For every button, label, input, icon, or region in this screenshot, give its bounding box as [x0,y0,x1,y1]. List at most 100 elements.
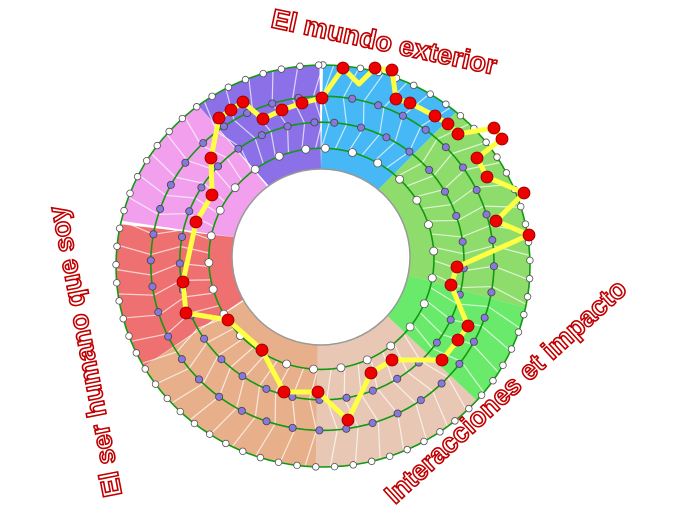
red-node [179,306,193,320]
inner-white-node [206,231,216,241]
purple-node [257,131,266,140]
red-node [341,413,355,427]
red-node [364,366,378,380]
purple-node [262,417,271,426]
outer-node [153,141,161,150]
mesh-line [166,133,234,192]
red-node [255,343,269,357]
red-node [205,188,219,202]
outer-node [222,439,230,448]
purple-node [330,118,339,127]
outer-node [386,452,394,460]
purple-node [421,125,430,134]
outer-node [208,92,216,100]
red-node [176,275,190,289]
outer-node [259,69,267,78]
mesh-line [433,245,530,257]
outer-node [410,81,418,90]
mesh-line [141,316,227,365]
purple-node [213,162,222,171]
outer-node [526,256,534,265]
torus-hole [231,168,411,346]
purple-node [164,332,173,341]
mesh-line [130,304,220,342]
red-node [256,112,270,126]
mesh-line [255,364,291,457]
mesh-line [326,368,338,467]
mesh-line [304,369,319,467]
purple-node [348,94,357,103]
outer-node [256,453,265,462]
outer-node [224,83,233,91]
purple-node [166,180,175,189]
purple-node [342,393,351,402]
mesh-line [116,244,210,256]
outer-node [442,100,450,108]
red-node [495,132,509,146]
mesh-line [427,205,521,222]
inner-white-node [362,355,372,365]
outer-node [125,332,133,340]
inner-white-node [250,164,260,174]
inner-white-node [230,183,240,193]
red-node [336,61,350,75]
mesh-line [115,262,210,276]
outer-node [113,279,121,287]
outer-node [141,365,149,373]
red-node [224,103,238,117]
purple-node [177,355,186,364]
mesh-line [231,360,278,448]
mesh-line [382,351,428,441]
mesh-line [121,220,211,241]
inner-white-node [427,273,437,283]
outer-node [176,407,184,416]
outer-node [499,361,507,369]
inner-white-node [320,143,330,153]
purple-node [425,165,434,174]
red-node [450,260,464,274]
mesh-line [123,292,215,319]
purple-node [368,419,377,428]
inner-white-node [373,158,383,168]
label-interacciones-impacto: Interacciones et impacto [379,273,633,509]
red-node [385,353,399,367]
purple-node [283,122,292,131]
outer-node [456,111,465,120]
inner-white-node [405,322,415,332]
red-node [522,228,536,242]
red-node [444,278,458,292]
label-el-ser-humano: El ser humano que soy [42,204,128,500]
purple-node [156,204,165,213]
outer-node [502,169,511,177]
purple-node [393,374,402,383]
purple-node [288,423,297,432]
outer-node [426,90,434,98]
red-node [470,151,484,165]
outer-node [420,437,428,446]
purple-node [437,379,446,388]
purple-node [199,139,208,148]
purple-node [393,409,402,418]
purple-node [458,237,467,246]
red-node [461,319,475,333]
inner-white-node [429,246,439,256]
outer-node [205,430,214,438]
outer-node [241,75,250,84]
purple-node [489,262,498,271]
mesh-line [279,367,305,463]
purple-node [149,230,158,239]
purple-node [452,211,461,220]
purple-node [480,313,489,322]
red-node [295,96,309,110]
red-node [389,92,403,106]
outer-node [165,127,173,136]
purple-node [310,118,319,127]
purple-node [441,143,450,152]
mesh-line [203,101,253,172]
purple-node [455,359,464,368]
purple-node [146,256,155,265]
purple-node [482,210,491,219]
mesh-line [421,183,513,210]
outer-node [239,447,247,455]
